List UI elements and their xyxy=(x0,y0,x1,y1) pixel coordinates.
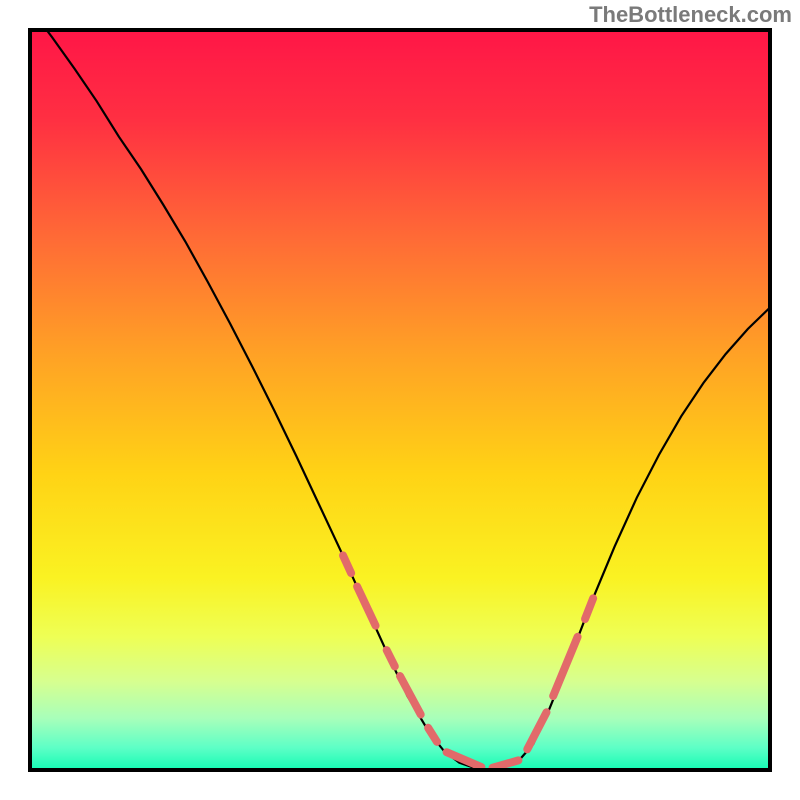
bottleneck-chart xyxy=(0,0,800,800)
plot-background xyxy=(30,30,770,770)
chart-container: TheBottleneck.com xyxy=(0,0,800,800)
watermark-text: TheBottleneck.com xyxy=(589,2,792,28)
